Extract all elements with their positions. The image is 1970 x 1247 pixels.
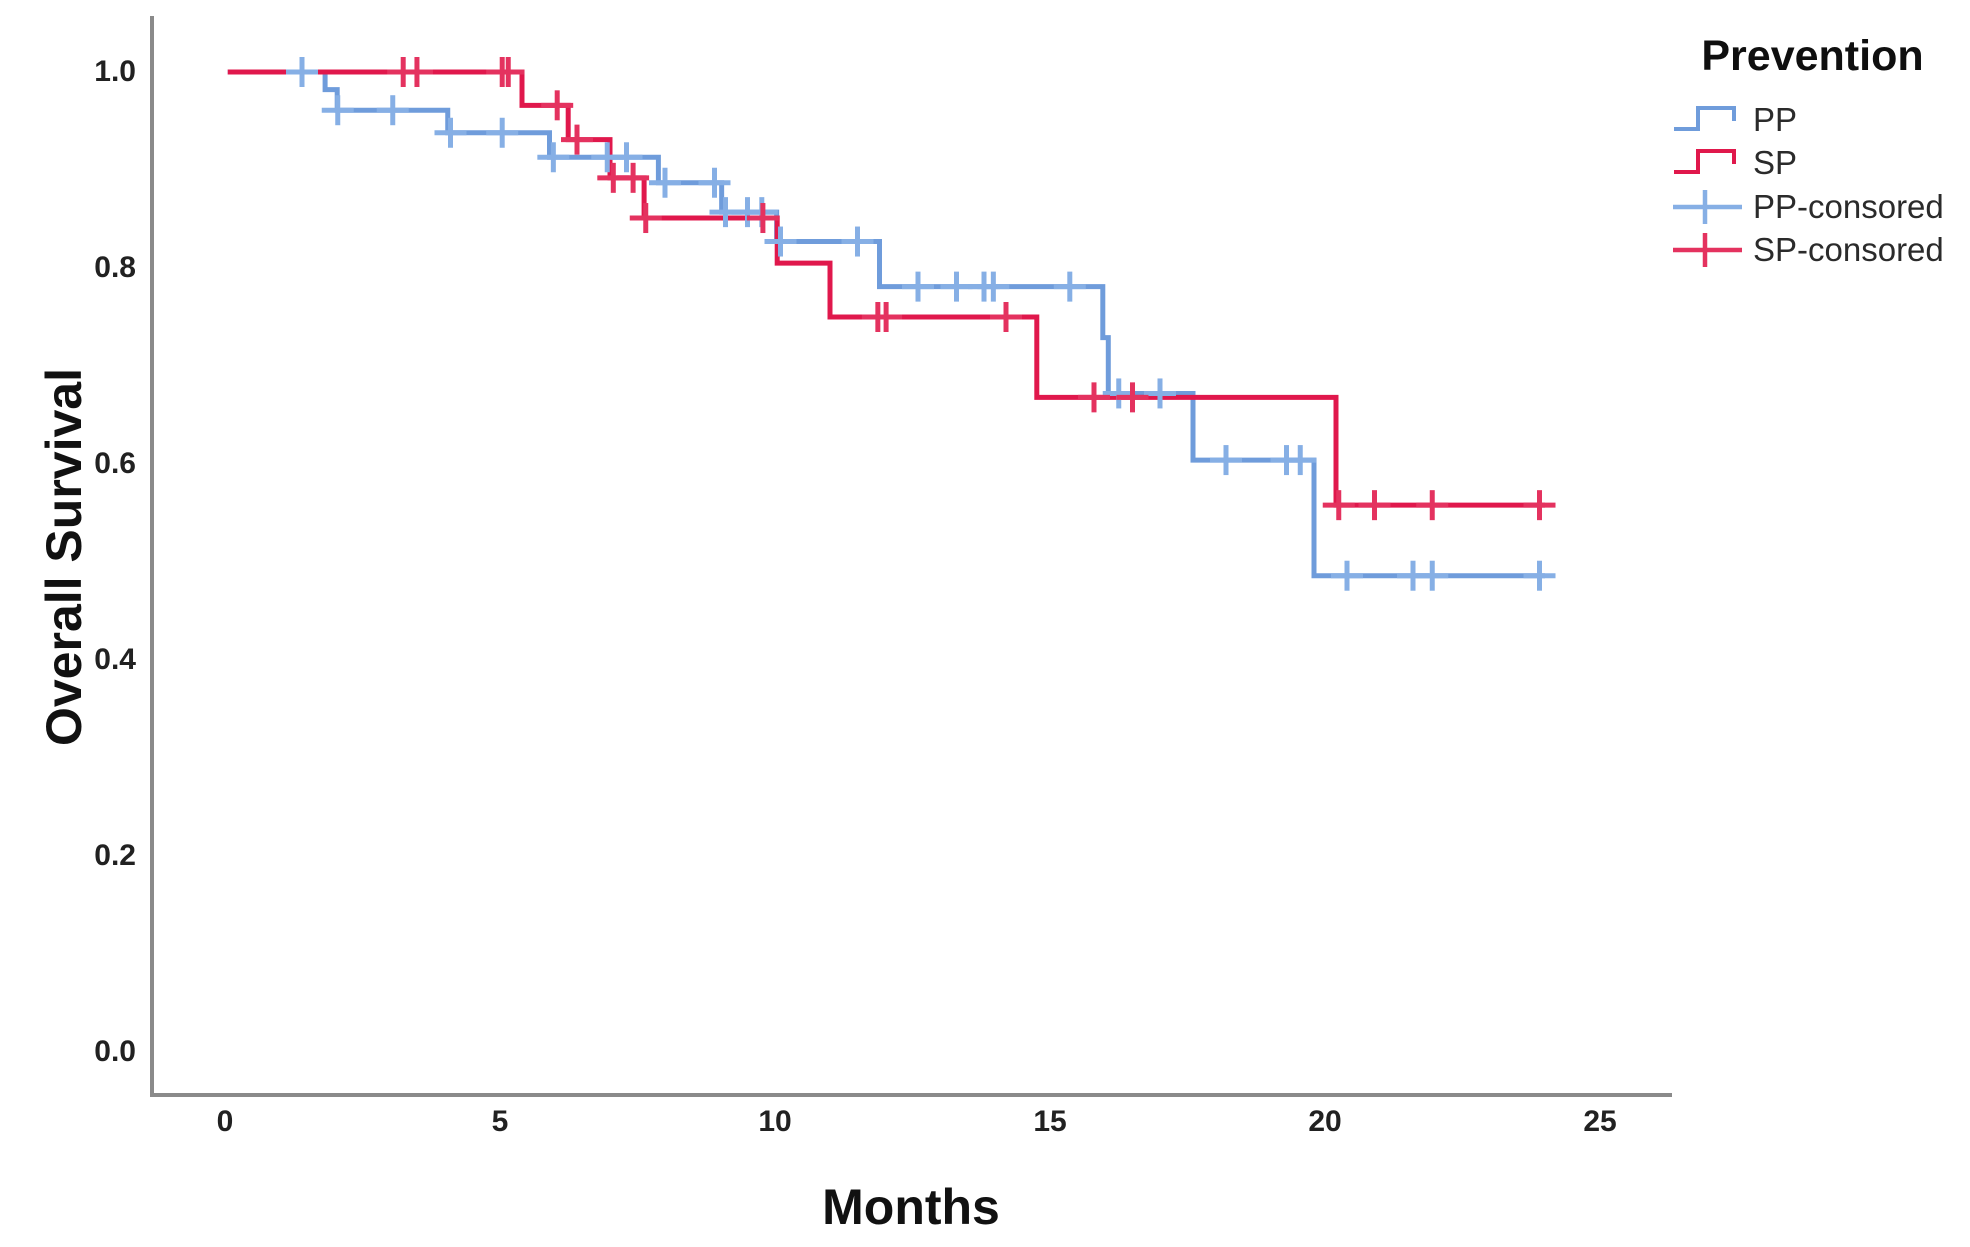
x-tick-label: 0: [216, 1105, 234, 1138]
legend-item-sp: SP: [1672, 143, 1797, 183]
x-tick-label: 5: [491, 1105, 509, 1138]
legend-item-label: SP-consored: [1753, 231, 1944, 268]
y-axis-title: Overall Survival: [36, 368, 92, 747]
y-tick-label: 0.2: [94, 839, 136, 872]
censor-plus-icon: [1673, 190, 1742, 224]
y-tick-label: 0.4: [94, 643, 136, 676]
legend-title: Prevention: [1701, 32, 1924, 80]
y-tick-label: 1.0: [94, 55, 136, 88]
y-tick-label: 0.8: [94, 251, 136, 284]
legend-item-pp: PP: [1672, 100, 1797, 140]
y-tick-label: 0.0: [94, 1035, 136, 1068]
legend-item-label: PP: [1753, 101, 1798, 138]
step-line-icon: [1674, 149, 1736, 174]
legend-item-sp-consored: SP-consored: [1672, 230, 1944, 270]
censor-plus-icon: [1673, 233, 1742, 267]
x-tick-label: 10: [758, 1105, 792, 1138]
x-axis-title: Months: [822, 1179, 1000, 1235]
x-tick-label: 25: [1583, 1105, 1617, 1138]
step-line-icon: [1674, 106, 1736, 131]
legend-item-pp-consored: PP-consored: [1672, 187, 1944, 227]
x-tick-label: 20: [1308, 1105, 1342, 1138]
x-tick-label: 15: [1033, 1105, 1067, 1138]
legend-item-label: SP: [1753, 144, 1798, 181]
legend-item-label: PP-consored: [1753, 188, 1944, 225]
y-tick-label: 0.6: [94, 447, 136, 480]
